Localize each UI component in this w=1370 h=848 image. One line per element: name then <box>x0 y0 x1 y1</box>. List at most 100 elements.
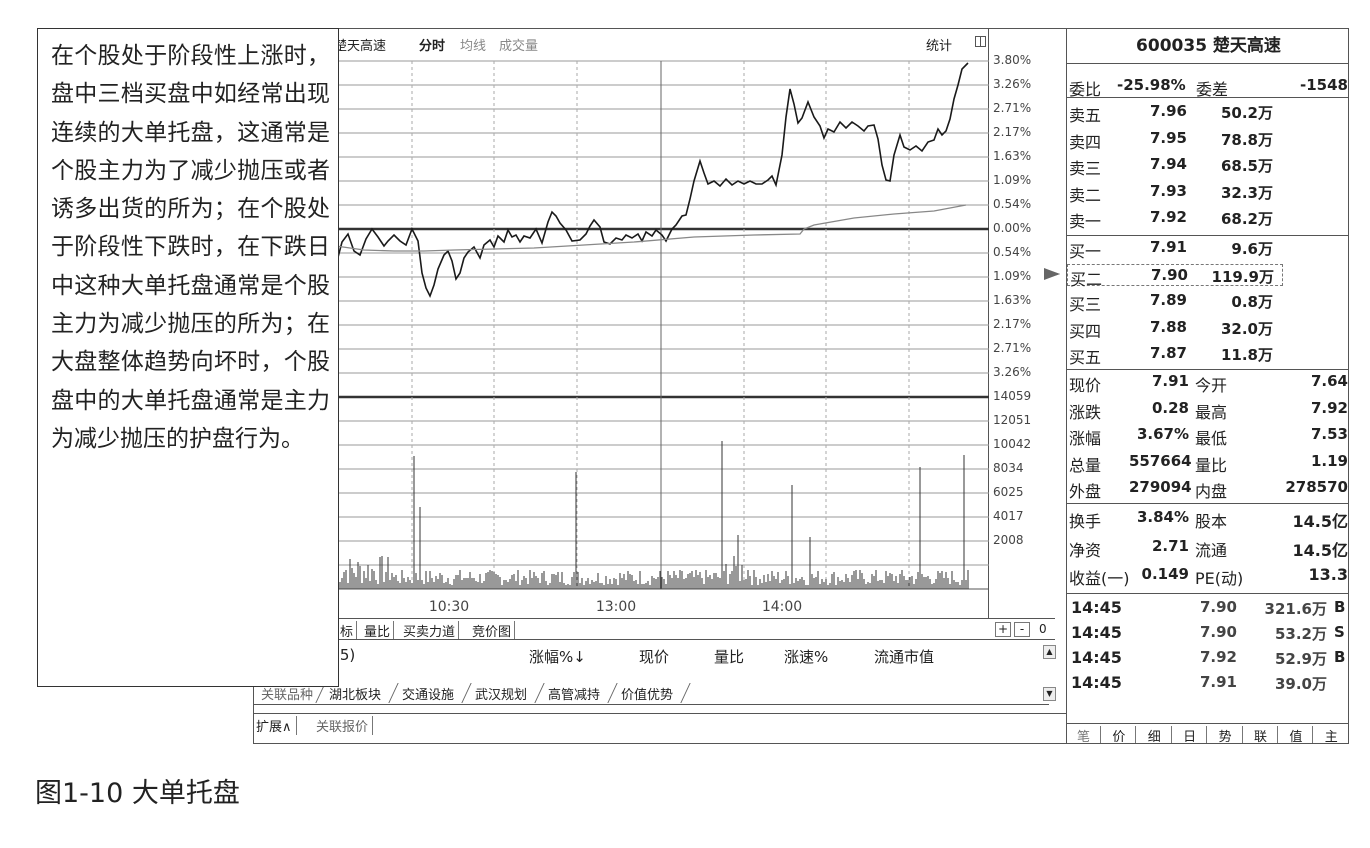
pct-axis-label: 3.26% <box>993 77 1032 91</box>
tab-chengjiaoliang[interactable]: 成交量 <box>499 39 539 54</box>
sell-volume: 78.8万 <box>1220 130 1273 149</box>
quote-row: 卖二 7.93 32.3万 <box>1067 181 1348 205</box>
stat-label: 股本 <box>1195 512 1228 531</box>
tick-price: 7.90 <box>1199 623 1237 641</box>
zoom-out-button[interactable]: - <box>1014 622 1030 637</box>
quote-row: 净资 2.71 流通 14.5亿 <box>1067 536 1348 560</box>
buy-price: 7.91 <box>1149 238 1187 256</box>
sell-level-label: 卖三 <box>1069 159 1102 178</box>
time-axis-label: 13:00 <box>596 599 636 615</box>
tab-separator <box>461 683 472 703</box>
sell-volume: 68.2万 <box>1220 210 1273 228</box>
panel-tab[interactable]: 值 <box>1279 726 1314 743</box>
sell-volume: 50.2万 <box>1220 104 1273 122</box>
buy-price: 7.89 <box>1149 291 1187 309</box>
expand-button[interactable]: 扩展∧ <box>256 716 297 735</box>
sheet-tab-jiazhi-youshi[interactable]: 价值优势 <box>621 688 674 703</box>
tab-separator <box>680 683 691 703</box>
buy-level-label: 买三 <box>1069 295 1102 314</box>
indicator-tab-maimai-lidao[interactable]: 买卖力道 <box>400 621 460 640</box>
sheet-tab-wuhan-guihua[interactable]: 武汉规划 <box>475 688 528 703</box>
volume-axis-label: 10042 <box>993 437 1032 451</box>
panel-tab[interactable]: 联 <box>1244 726 1278 743</box>
panel-tab[interactable]: 价 <box>1102 726 1137 743</box>
tab-junxian[interactable]: 均线 <box>460 39 487 54</box>
quote-row: 现价 7.91 今开 7.64 <box>1067 371 1348 395</box>
column-header-zhangsu[interactable]: 涨速% <box>784 648 829 666</box>
weibi-value: -25.98% <box>1117 76 1186 94</box>
stat-value: 3.84% <box>1136 508 1189 526</box>
sheet-tab-jiaotong-sheshi[interactable]: 交通设施 <box>402 688 455 703</box>
panel-tab[interactable]: 日 <box>1173 726 1208 743</box>
panel-tab[interactable]: 主 <box>1315 726 1348 743</box>
tick-volume: 321.6万 <box>1264 600 1327 618</box>
volume-axis-label: 8034 <box>993 461 1024 475</box>
tick-time: 14:45 <box>1071 598 1122 617</box>
stat-value: 2.71 <box>1151 536 1189 555</box>
column-header-zhangfu[interactable]: 涨幅%↓ <box>529 648 586 666</box>
volume-axis-label: 14059 <box>993 389 1032 403</box>
related-list-header: (5) 涨幅%↓ 现价 量比 涨速% 流通市值 <box>254 641 1049 669</box>
divider <box>1067 63 1348 64</box>
stat-value: 1.19 <box>1310 451 1348 470</box>
pct-axis-label: 0.00% <box>993 221 1032 235</box>
panel-tab[interactable]: 笔 <box>1067 726 1101 743</box>
tick-time: 14:45 <box>1071 648 1122 667</box>
sheet-tab-hubei-bankuai[interactable]: 湖北板块 <box>329 688 382 703</box>
tick-volume: 39.0万 <box>1274 675 1327 693</box>
buy-level-label: 买二 <box>1070 269 1103 289</box>
stat-label: 内盘 <box>1195 482 1228 501</box>
weicha-value: -1548 <box>1300 76 1348 94</box>
quote-row: 14:45 7.91 39.0万 <box>1067 672 1348 694</box>
tick-time: 14:45 <box>1071 623 1122 642</box>
tab-fenshi[interactable]: 分时 <box>419 39 446 54</box>
panel-tab[interactable]: 势 <box>1209 726 1243 743</box>
annotation-callout: 在个股处于阶段性上涨时，盘中三档买盘中如经常出现连续的大单托盘，这通常是个股主力… <box>37 28 339 687</box>
quote-row: 收益(一) 0.149 PE(动) 13.3 <box>1067 564 1348 588</box>
column-header-liutong-shizhi[interactable]: 流通市值 <box>874 648 935 666</box>
stat-value: 13.3 <box>1308 565 1348 584</box>
tick-volume: 52.9万 <box>1274 650 1327 668</box>
column-header-liangbi[interactable]: 量比 <box>714 648 745 666</box>
time-axis-label: 14:00 <box>762 599 802 615</box>
quote-row: 买一 7.91 9.6万 <box>1067 237 1348 261</box>
scroll-down-icon[interactable]: ▼ <box>1043 687 1056 701</box>
sell-price: 7.94 <box>1149 155 1187 173</box>
quote-row: 总量 557664 量比 1.19 <box>1067 451 1348 475</box>
related-quote-button[interactable]: 关联报价 <box>316 716 374 735</box>
scroll-up-icon[interactable]: ▲ <box>1043 645 1056 659</box>
stat-button[interactable]: 统计 <box>926 39 953 54</box>
quote-row: 换手 3.84% 股本 14.5亿 <box>1067 507 1348 531</box>
indicator-tab-liangbi[interactable]: 量比 <box>361 621 395 640</box>
indicator-tab-zhibiao[interactable]: 标 <box>337 621 358 640</box>
panel-tab[interactable]: 细 <box>1138 726 1172 743</box>
sell-volume: 68.5万 <box>1220 157 1273 175</box>
quote-row: 卖一 7.92 68.2万 <box>1067 207 1348 231</box>
intraday-chart: 10:30 13:00 14:00 <box>254 60 989 615</box>
indicator-tab-jingjia[interactable]: 竞价图 <box>469 621 516 640</box>
sheet-tab-gaoguan-jianchi[interactable]: 高管减持 <box>548 688 601 703</box>
column-header-xianjia[interactable]: 现价 <box>639 648 670 666</box>
pct-axis-label: 3.26% <box>993 365 1032 379</box>
volume-axis-label: 12051 <box>993 413 1032 427</box>
quote-row: 14:45 7.90 53.2万 S <box>1067 622 1348 644</box>
zoom-controls: + - 0 <box>989 618 1055 640</box>
stat-value: 14.5亿 <box>1292 512 1348 531</box>
window-toggle-icon[interactable] <box>975 36 986 47</box>
sell-price: 7.93 <box>1149 181 1187 200</box>
divider <box>1067 593 1348 594</box>
sheet-tab-guanlian-pinzhong[interactable]: 关联品种 <box>261 688 314 703</box>
zoom-value: 0 <box>1039 622 1047 636</box>
pct-axis-label: 2.71% <box>993 101 1032 115</box>
stat-label: 总量 <box>1069 455 1102 475</box>
stat-label: 最高 <box>1195 402 1228 422</box>
quote-row: 外盘 279094 内盘 278570 <box>1067 477 1348 501</box>
buy-volume: 11.8万 <box>1220 346 1273 364</box>
pct-axis-label: 3.80% <box>993 53 1032 67</box>
quote-row: 涨幅 3.67% 最低 7.53 <box>1067 424 1348 448</box>
zoom-in-button[interactable]: + <box>995 622 1011 637</box>
pct-axis-label: 0.54% <box>993 245 1032 259</box>
stat-value: 0.28 <box>1151 398 1189 417</box>
stat-label: 涨幅 <box>1069 429 1102 448</box>
stat-value: 7.64 <box>1310 372 1348 390</box>
